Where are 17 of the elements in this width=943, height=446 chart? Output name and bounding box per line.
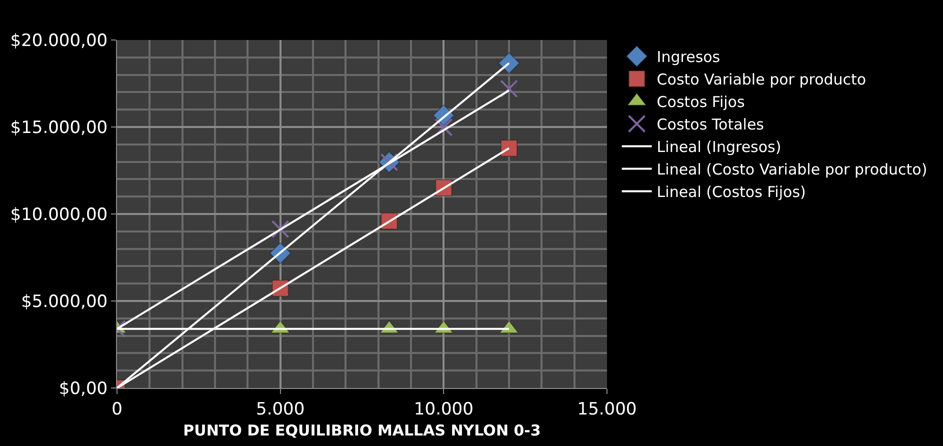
y-tick-label: $0,00 <box>58 378 108 399</box>
legend-label: Costos Totales <box>656 116 764 134</box>
y-tick-label: $20.000,00 <box>10 30 108 51</box>
x-tick-label: 10.000 <box>414 399 474 420</box>
legend-label: Ingresos <box>656 48 720 66</box>
legend-label: Lineal (Costos Fijos) <box>656 183 806 202</box>
x-tick-label: 5.000 <box>256 399 305 420</box>
legend-label: Costo Variable por producto <box>656 70 866 89</box>
x-axis-title: PUNTO DE EQUILIBRIO MALLAS NYLON 0-3 <box>183 421 541 440</box>
legend-label: Lineal (Ingresos) <box>656 138 782 156</box>
y-tick-label: $5.000,00 <box>21 292 108 312</box>
x-tick-label: 0 <box>112 399 122 420</box>
legend-label: Lineal (Costo Variable por producto) <box>656 160 928 179</box>
x-tick-label: 15.000 <box>577 399 637 420</box>
y-tick-label: $10.000,00 <box>10 204 108 225</box>
y-tick-label: $15.000,00 <box>10 118 108 138</box>
legend-label: Costos Fijos <box>656 93 745 112</box>
